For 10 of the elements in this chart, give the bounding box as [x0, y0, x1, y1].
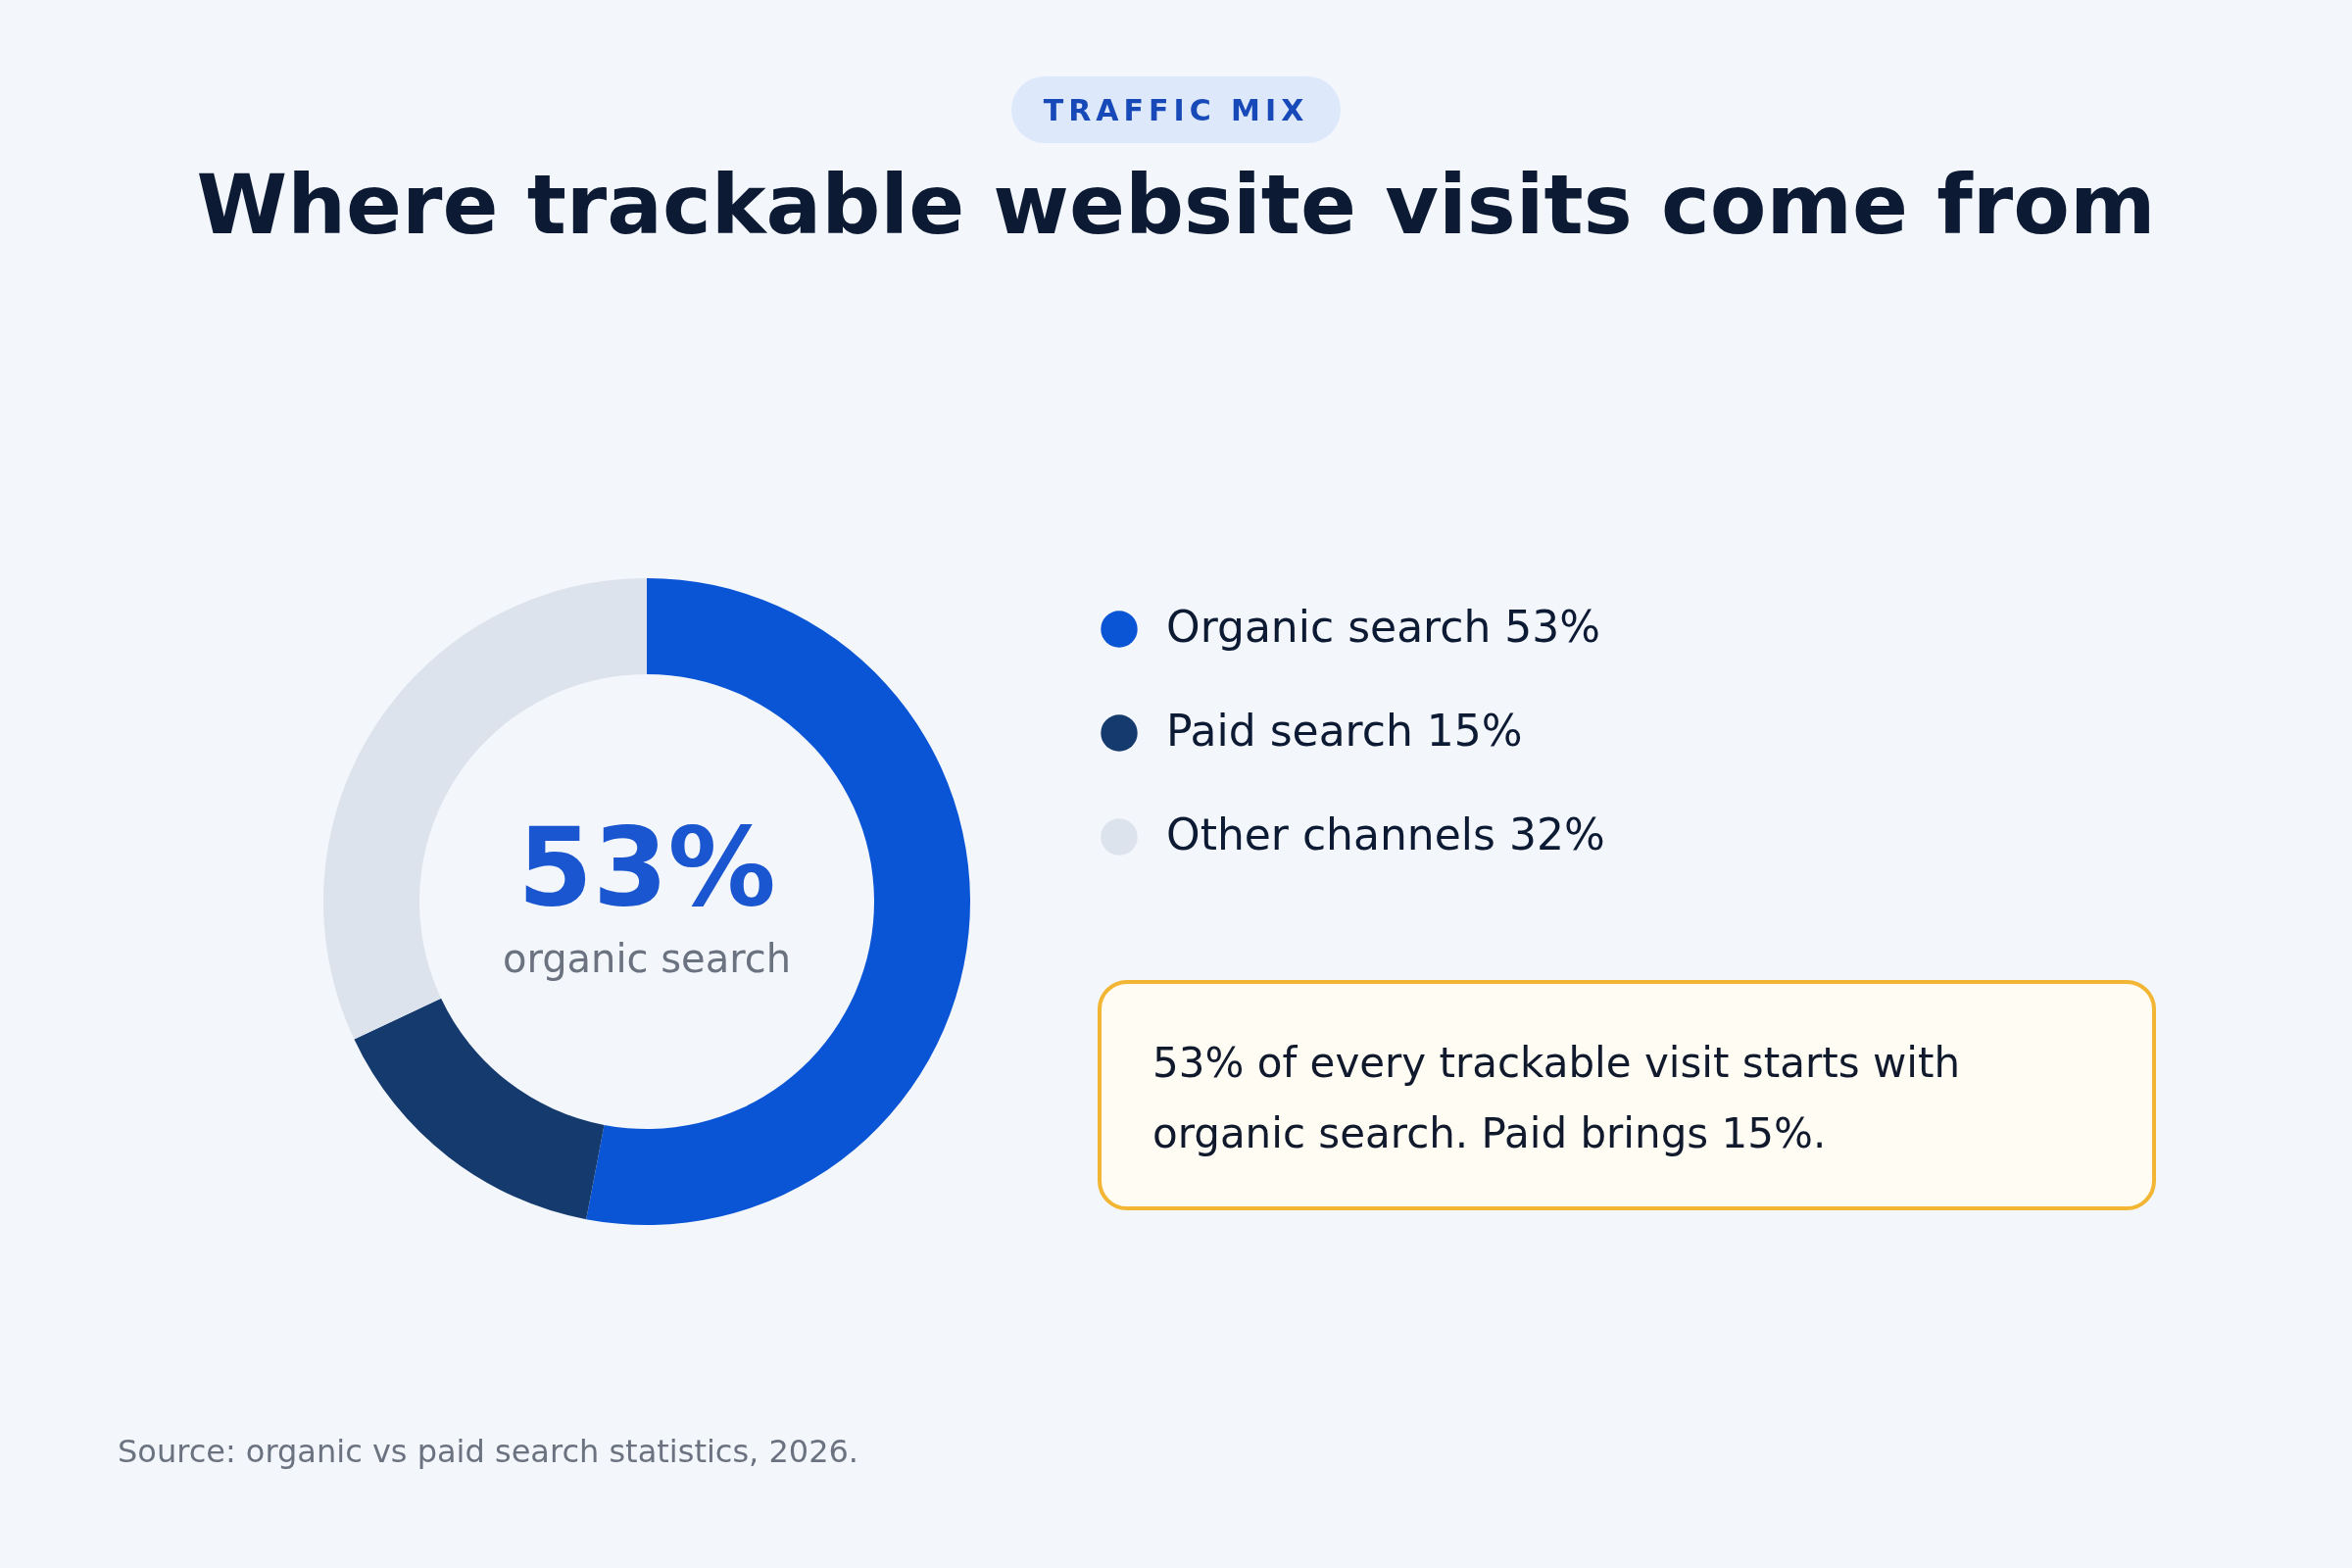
legend-label: Other channels 32% [1166, 809, 1605, 859]
source-note: Source: organic vs paid search statistics, 2026. [118, 1433, 859, 1470]
chart-subtitle: TRAFFIC MIX [1011, 76, 1341, 143]
text: 53% of every trackable visit starts with organic search. Paid brings 15%. [1098, 980, 2156, 1210]
donut-slice [354, 998, 605, 1220]
data-label: 53% [517, 805, 776, 930]
legend-label: Paid search 15% [1166, 706, 1523, 756]
chart-title: Where trackable website visits come from [195, 157, 2157, 253]
text: organic search [502, 936, 792, 981]
legend-label: Organic search 53% [1166, 602, 1601, 652]
